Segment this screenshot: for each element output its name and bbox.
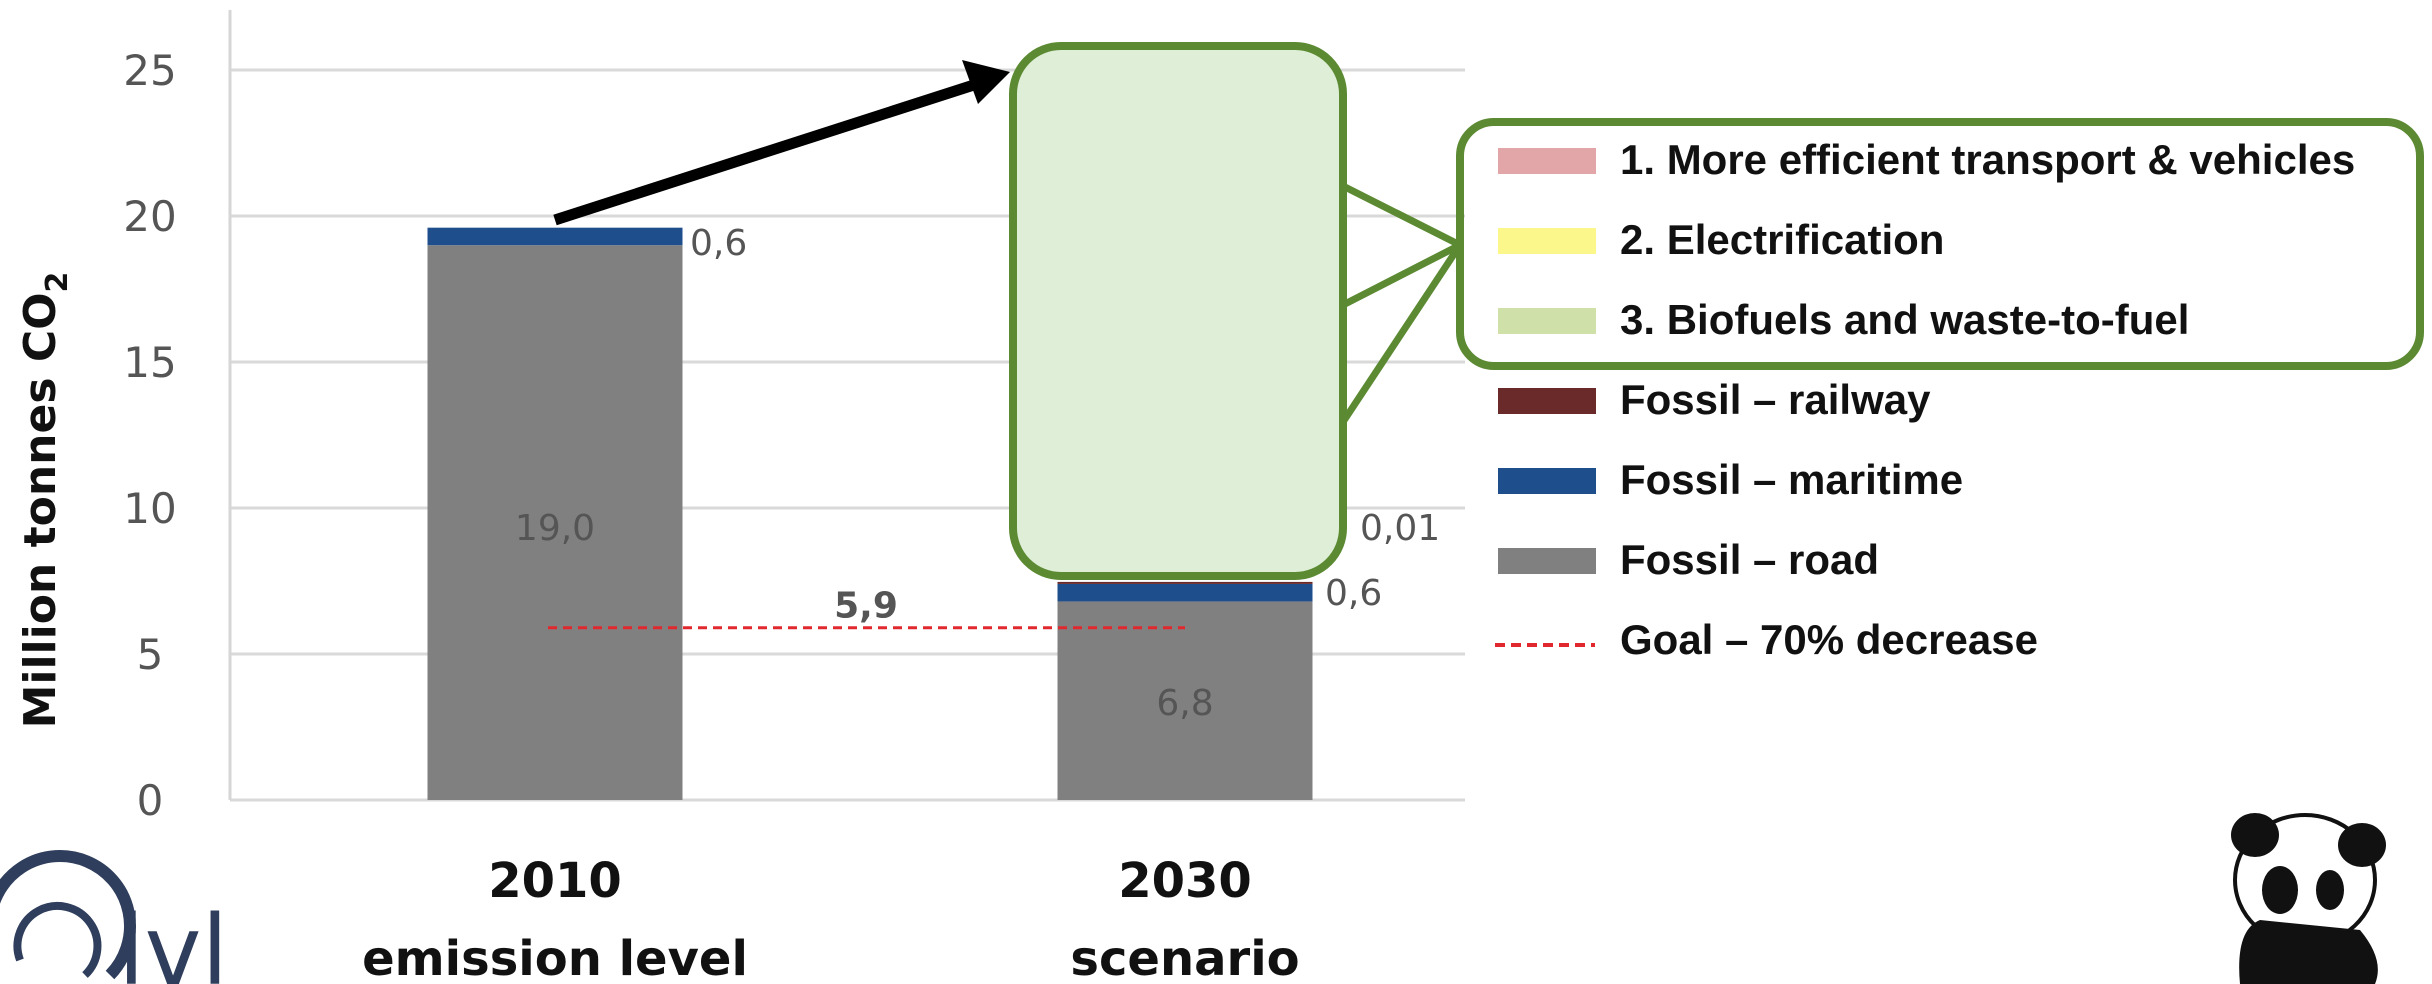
callout-connectors <box>1340 182 1463 424</box>
panda-body <box>2239 920 2378 984</box>
legend-label: 2. Electrification <box>1620 216 1944 263</box>
panda-ear-left <box>2231 813 2279 857</box>
bars: 19,0 6,8 0,6 0,6 0,01 <box>427 223 1440 800</box>
legend-label: Fossil – railway <box>1620 376 1931 423</box>
legend-label: Fossil – maritime <box>1620 456 1963 503</box>
legend-label: Goal – 70% decrease <box>1620 616 2038 663</box>
ivl-logo-swirl <box>0 850 136 980</box>
category-sublabel: emission level <box>362 931 748 984</box>
legend-swatch <box>1498 468 1596 494</box>
bar-segment <box>427 245 683 800</box>
arrow-head <box>962 60 1010 104</box>
data-label: 0,01 <box>1360 508 1440 549</box>
data-label: 0,6 <box>690 223 747 264</box>
y-axis-label-main: Million tonnes CO <box>15 292 66 728</box>
panda-ear-right <box>2338 823 2386 867</box>
category-labels: 2010 emission level 2030 scenario <box>362 853 1300 984</box>
panda-eye-left <box>2262 866 2298 914</box>
data-label: 0,6 <box>1325 573 1382 614</box>
bar-segment <box>1057 601 1313 800</box>
legend-swatch <box>1498 148 1596 174</box>
category-label: 2030 <box>1118 853 1252 909</box>
y-axis-label: Million tonnes CO2 <box>15 272 75 729</box>
bar-segment <box>427 227 683 246</box>
legend-swatch <box>1498 228 1596 254</box>
y-tick-label: 15 <box>123 338 176 387</box>
data-label: 6,8 <box>1156 683 1213 724</box>
y-tick-label: 20 <box>123 192 176 241</box>
panda-logo <box>2231 813 2386 984</box>
legend-swatch <box>1498 388 1596 414</box>
category-sublabel: scenario <box>1070 931 1299 984</box>
goal-label: 5,9 <box>834 586 898 627</box>
legend-swatch <box>1498 308 1596 334</box>
arrow <box>553 60 1010 226</box>
y-tick-label: 0 <box>137 776 164 825</box>
connector-line <box>1341 182 1462 249</box>
legend-highlight-box <box>1456 118 2424 370</box>
y-tick-label: 10 <box>123 484 176 533</box>
legend-label: 1. More efficient transport & vehicles <box>1620 136 2355 183</box>
goal-line-group: 5,9 <box>548 586 1185 630</box>
bar-segment <box>1057 581 1313 584</box>
legend-label: Fossil – road <box>1620 536 1879 583</box>
ivl-logo-text: ivl <box>118 895 228 984</box>
legend-swatch <box>1498 548 1596 574</box>
panda-eye-right <box>2316 870 2344 910</box>
legend: 1. More efficient transport & vehicles 2.… <box>1495 136 2355 663</box>
legend-label: 3. Biofuels and waste-to-fuel <box>1620 296 2189 343</box>
ivl-logo: ivl <box>0 850 228 984</box>
arrow-shaft <box>553 77 982 226</box>
y-axis: 0 5 10 15 20 25 <box>123 10 232 825</box>
ivl-logo-inner-swirl <box>13 902 102 978</box>
category-label: 2010 <box>488 853 622 909</box>
y-tick-label: 25 <box>123 46 176 95</box>
connector-line <box>1341 241 1462 309</box>
y-tick-label: 5 <box>137 630 164 679</box>
y-axis-label-subscript: 2 <box>40 272 75 293</box>
callout-box <box>1009 42 1347 580</box>
bar-segment <box>1057 583 1313 602</box>
data-label: 19,0 <box>515 508 595 549</box>
connector-line <box>1340 243 1463 424</box>
